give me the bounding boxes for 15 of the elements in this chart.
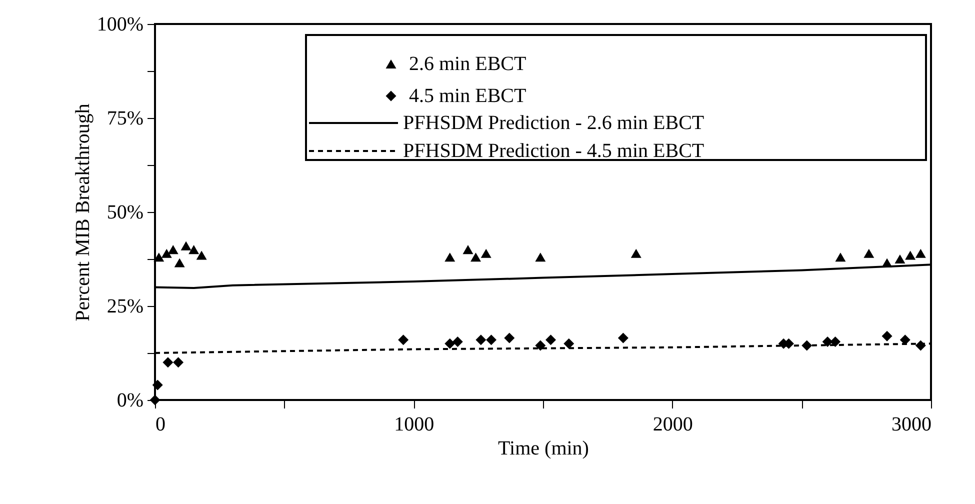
x-tick-label: 3000 bbox=[892, 414, 932, 436]
x-tick-label: 1000 bbox=[394, 414, 434, 436]
y-tick-label: 100% bbox=[96, 14, 144, 36]
x-tick-label: 0 bbox=[156, 414, 166, 436]
y-tick-label: 75% bbox=[106, 108, 144, 130]
legend-label: PFHSDM Prediction - 4.5 min EBCT bbox=[403, 140, 704, 162]
legend-label: 4.5 min EBCT bbox=[409, 85, 526, 107]
legend-label: 2.6 min EBCT bbox=[409, 53, 526, 75]
y-tick-label: 50% bbox=[106, 202, 144, 224]
y-axis-title: Percent MIB Breakthrough bbox=[72, 104, 94, 322]
y-tick-label: 25% bbox=[106, 296, 144, 318]
x-tick-label: 2000 bbox=[652, 414, 693, 436]
legend-label: PFHSDM Prediction - 2.6 min EBCT bbox=[403, 112, 704, 134]
x-axis-title: Time (min) bbox=[498, 438, 589, 460]
y-tick-label: 0% bbox=[116, 390, 144, 412]
